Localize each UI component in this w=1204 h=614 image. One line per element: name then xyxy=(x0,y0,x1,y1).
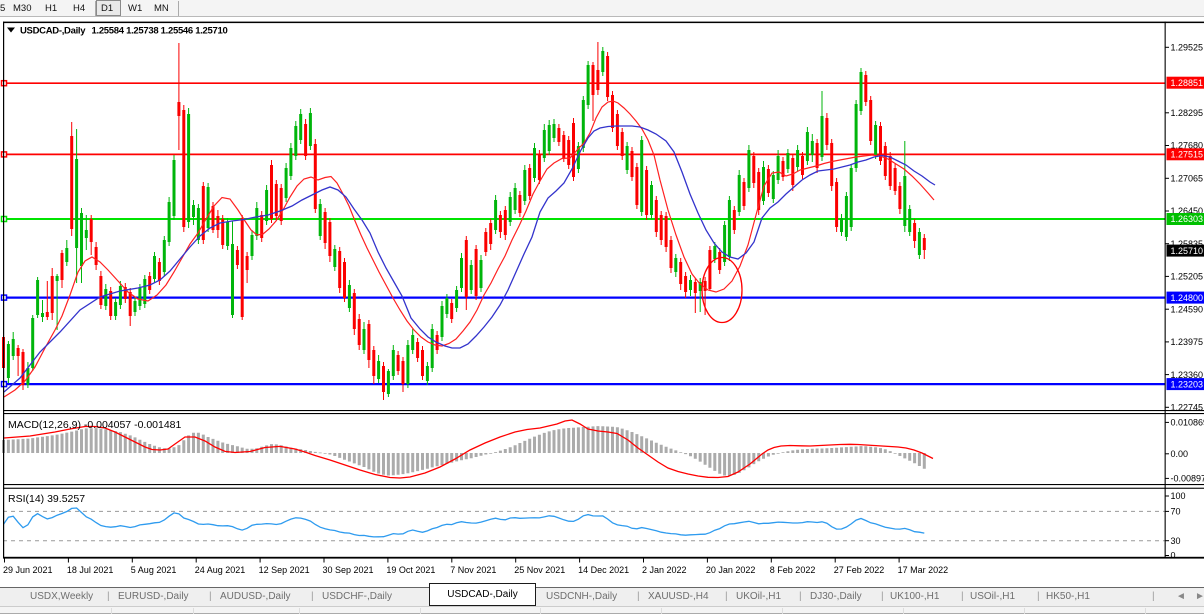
svg-text:30: 30 xyxy=(1171,536,1181,546)
svg-text:1.28851: 1.28851 xyxy=(1171,78,1204,88)
svg-text:1.27680: 1.27680 xyxy=(1171,141,1204,151)
svg-text:0.00: 0.00 xyxy=(1171,449,1189,459)
svg-text:1.27065: 1.27065 xyxy=(1171,174,1204,184)
svg-text:20 Jan 2022: 20 Jan 2022 xyxy=(706,565,756,575)
svg-text:RSI(14) 39.5257: RSI(14) 39.5257 xyxy=(8,493,85,505)
svg-text:2 Jan 2022: 2 Jan 2022 xyxy=(642,565,687,575)
svg-text:1.22745: 1.22745 xyxy=(1171,403,1204,413)
svg-text:17 Mar 2022: 17 Mar 2022 xyxy=(898,565,949,575)
svg-text:100: 100 xyxy=(1171,491,1186,501)
svg-text:1.25205: 1.25205 xyxy=(1171,272,1204,282)
svg-text:19 Oct 2021: 19 Oct 2021 xyxy=(386,565,435,575)
svg-text:0.010869: 0.010869 xyxy=(1171,418,1204,428)
svg-text:0: 0 xyxy=(1171,551,1176,561)
svg-text:18 Jul 2021: 18 Jul 2021 xyxy=(67,565,114,575)
svg-text:-0.008975: -0.008975 xyxy=(1171,474,1204,484)
svg-text:27 Feb 2022: 27 Feb 2022 xyxy=(834,565,885,575)
svg-text:1.26303: 1.26303 xyxy=(1171,214,1204,224)
svg-text:1.29525: 1.29525 xyxy=(1171,43,1204,53)
svg-text:1.27515: 1.27515 xyxy=(1171,150,1204,160)
svg-text:7 Nov 2021: 7 Nov 2021 xyxy=(450,565,496,575)
svg-text:12 Sep 2021: 12 Sep 2021 xyxy=(259,565,310,575)
svg-text:24 Aug 2021: 24 Aug 2021 xyxy=(195,565,246,575)
svg-text:USDCAD-,Daily: USDCAD-,Daily xyxy=(20,26,86,37)
svg-text:25 Nov 2021: 25 Nov 2021 xyxy=(514,565,565,575)
svg-text:29 Jun 2021: 29 Jun 2021 xyxy=(3,565,53,575)
svg-text:30 Sep 2021: 30 Sep 2021 xyxy=(323,565,374,575)
svg-text:1.28295: 1.28295 xyxy=(1171,108,1204,118)
svg-text:MACD(12,26,9) -0.004057 -0.001: MACD(12,26,9) -0.004057 -0.001481 xyxy=(8,419,182,431)
svg-text:14 Dec 2021: 14 Dec 2021 xyxy=(578,565,629,575)
svg-text:1.23975: 1.23975 xyxy=(1171,337,1204,347)
svg-text:8 Feb 2022: 8 Feb 2022 xyxy=(770,565,816,575)
svg-text:70: 70 xyxy=(1171,507,1181,517)
svg-text:1.25710: 1.25710 xyxy=(1171,246,1204,256)
svg-text:1.25835: 1.25835 xyxy=(1171,239,1204,249)
svg-text:1.24800: 1.24800 xyxy=(1171,293,1204,303)
svg-text:1.26450: 1.26450 xyxy=(1171,206,1204,216)
svg-text:1.24590: 1.24590 xyxy=(1171,304,1204,314)
svg-text:1.23360: 1.23360 xyxy=(1171,370,1204,380)
svg-text:1.23203: 1.23203 xyxy=(1171,379,1204,389)
svg-text:1.25584 1.25738 1.25546 1.2571: 1.25584 1.25738 1.25546 1.25710 xyxy=(92,26,228,37)
svg-text:5 Aug 2021: 5 Aug 2021 xyxy=(131,565,177,575)
